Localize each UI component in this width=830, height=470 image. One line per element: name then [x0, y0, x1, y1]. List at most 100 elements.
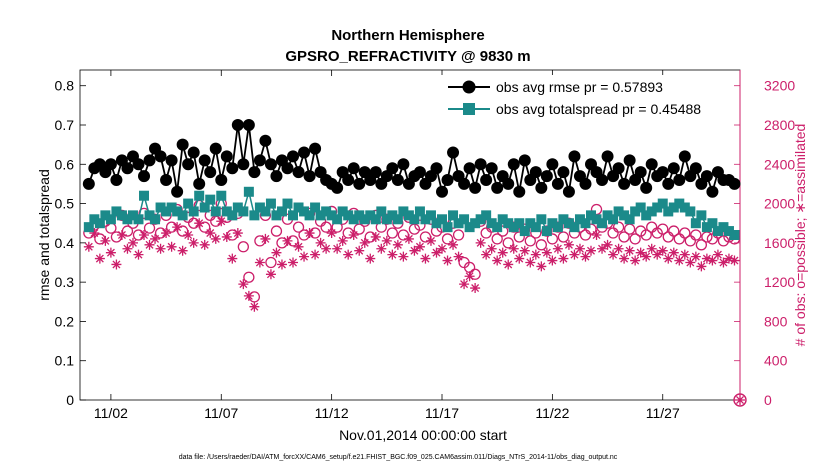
rmse-point [104, 158, 117, 171]
totalspread-point [497, 214, 508, 225]
totalspread-point [674, 198, 685, 209]
totalspread-point [696, 210, 707, 221]
right-y-tick-label: 0 [764, 392, 772, 408]
left-y-tick-label: 0.2 [55, 313, 75, 329]
totalspread-point [271, 210, 282, 221]
assimilated-obs-point [641, 251, 652, 262]
possible-obs-point [502, 237, 514, 249]
assimilated-obs-point [492, 255, 503, 266]
possible-obs-point [557, 231, 570, 243]
series-assimilated-obs [83, 216, 740, 312]
rmse-point [430, 162, 443, 175]
totalspread-point [127, 210, 138, 221]
assimilated-obs-point [166, 241, 177, 252]
assimilated-obs-point [707, 255, 718, 266]
assimilated-obs-point [337, 235, 348, 246]
rmse-point [623, 154, 636, 167]
assimilated-obs-point [376, 243, 387, 254]
rmse-point [579, 177, 592, 190]
assimilated-obs-point [690, 251, 701, 262]
totalspread-point [227, 210, 238, 221]
assimilated-obs-point [271, 247, 282, 258]
totalspread-point [718, 222, 729, 233]
totalspread-point [89, 214, 100, 225]
rmse-point [540, 170, 553, 183]
rmse-point [557, 166, 570, 179]
totalspread-point [166, 202, 177, 213]
possible-obs-point [513, 231, 525, 243]
possible-obs-point [353, 223, 365, 235]
rmse-point [209, 142, 222, 155]
totalspread-point [293, 202, 304, 213]
rmse-point [502, 177, 515, 190]
assimilated-obs-point [315, 237, 326, 248]
possible-obs-point [414, 219, 426, 231]
totalspread-point [194, 190, 205, 201]
assimilated-obs-point [183, 230, 194, 240]
assimilated-obs-point [696, 261, 707, 272]
totalspread-point [580, 218, 591, 229]
totalspread-point [150, 214, 161, 225]
totalspread-point [105, 214, 116, 225]
totalspread-point [122, 214, 133, 225]
totalspread-point [409, 214, 420, 225]
assimilated-obs-point [299, 251, 310, 262]
rmse-point [143, 154, 156, 167]
totalspread-point [100, 210, 111, 221]
totalspread-point [591, 214, 602, 225]
totalspread-point [525, 218, 536, 229]
rmse-point [391, 174, 404, 186]
assimilated-obs-point [83, 241, 94, 252]
assimilated-obs-point [442, 255, 453, 266]
rmse-point [165, 154, 178, 167]
rmse-point [270, 170, 283, 183]
possible-obs-point [668, 225, 680, 237]
possible-obs-point [695, 239, 708, 251]
x-axis-ticks: 11/02 11/07 11/12 11/17 11/22 11/27 [94, 70, 680, 421]
assimilated-obs-point [569, 249, 580, 260]
assimilated-obs-point [409, 245, 420, 256]
totalspread-point [425, 210, 436, 221]
totalspread-point [668, 202, 679, 213]
x-tick-label: 11/27 [646, 405, 680, 421]
rmse-point [413, 166, 426, 179]
totalspread-point [243, 186, 254, 197]
assimilated-obs-point [729, 255, 740, 266]
totalspread-point [619, 210, 630, 221]
possible-obs-point [237, 241, 249, 253]
assimilated-obs-point [381, 235, 392, 246]
rmse-point [458, 177, 471, 190]
totalspread-point [558, 214, 569, 225]
rmse-point [596, 174, 609, 186]
totalspread-point [310, 202, 321, 213]
possible-obs-point [452, 229, 465, 241]
totalspread-point [177, 210, 188, 221]
totalspread-point [459, 214, 470, 225]
totalspread-point [547, 218, 558, 229]
rmse-point [309, 142, 322, 155]
assimilated-obs-point [161, 228, 172, 239]
rmse-point [397, 158, 410, 171]
rmse-point [353, 177, 366, 190]
totalspread-point [712, 226, 723, 237]
assimilated-obs-point [100, 235, 111, 246]
left-y-tick-label: 0.8 [55, 78, 75, 94]
rmse-point [171, 185, 184, 198]
right-y-tick-label: 2400 [764, 156, 795, 172]
totalspread-point [254, 202, 265, 213]
rmse-point [667, 162, 680, 175]
assimilated-obs-point [127, 237, 138, 248]
legend-spread-label: obs avg totalspread pr = 0.45488 [496, 101, 701, 117]
rmse-point [154, 150, 167, 163]
end-point-markers [733, 393, 747, 407]
assimilated-obs-point [481, 249, 492, 260]
rmse-point [242, 119, 255, 131]
rmse-point [226, 162, 239, 175]
rmse-point [237, 158, 250, 171]
totalspread-point [249, 210, 260, 221]
assimilated-obs-point [133, 249, 144, 260]
assimilated-obs-point [304, 228, 315, 239]
assimilated-obs-point [624, 245, 635, 256]
totalspread-point [690, 218, 701, 229]
assimilated-obs-point [723, 253, 734, 264]
